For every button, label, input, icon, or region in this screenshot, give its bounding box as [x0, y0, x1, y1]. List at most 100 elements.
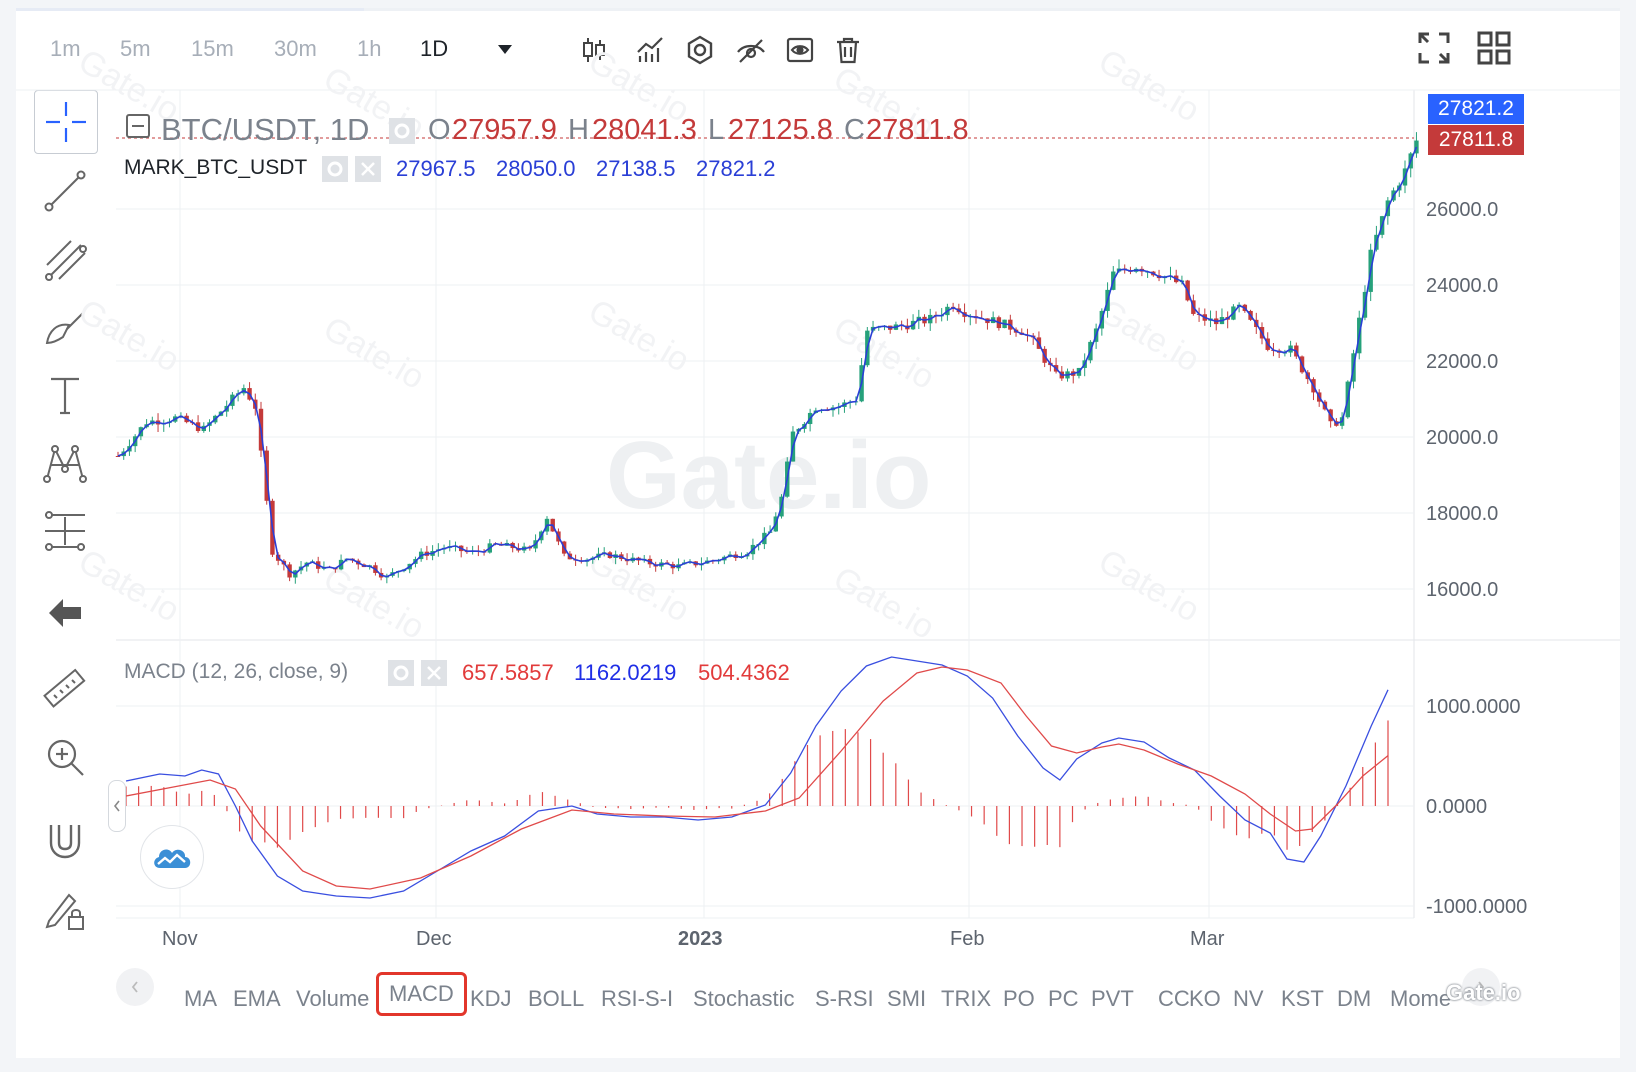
- indicator-smi[interactable]: SMI: [887, 986, 927, 1011]
- top-accent-bar: [16, 8, 364, 11]
- indicator-trix[interactable]: TRIX: [941, 986, 992, 1011]
- price-chart[interactable]: Gate.io Gate.io Gate.io Gate.io Gate.io Gate.…: [16, 8, 1620, 1058]
- mark-remove-button[interactable]: [355, 156, 381, 182]
- indicator-ma[interactable]: MA: [184, 986, 217, 1011]
- indicators-scroll-left[interactable]: [116, 968, 154, 1006]
- price-tick-label: 20000.0: [1426, 427, 1498, 449]
- lock-drawing-tool[interactable]: [34, 878, 96, 940]
- low-value: 27125.8: [728, 114, 833, 146]
- brush-icon: [45, 312, 84, 345]
- chart-app: 1m 5m 15m 30m 1h 1D: [16, 8, 1620, 1058]
- hide-drawings-icon[interactable]: [735, 34, 767, 66]
- indicator-stochastic[interactable]: Stochastic: [693, 986, 795, 1011]
- timeframe-15m[interactable]: 15m: [191, 36, 234, 61]
- lock-drawing-icon: [45, 893, 84, 930]
- close-value: 27811.8: [866, 114, 969, 146]
- macd-line: [125, 656, 1389, 899]
- timeframe-1m[interactable]: 1m: [50, 36, 81, 61]
- indicator-dm[interactable]: DM: [1337, 986, 1372, 1011]
- indicator-s-rsi[interactable]: S-RSI: [815, 986, 874, 1011]
- candle-type-icon[interactable]: [578, 34, 610, 66]
- indicator-pvt[interactable]: PVT: [1091, 986, 1134, 1011]
- back-tool[interactable]: [34, 582, 96, 644]
- mark-price-box: 27821.2: [1428, 94, 1524, 124]
- fullscreen-icon[interactable]: [1416, 30, 1452, 66]
- macd-settings-button[interactable]: [388, 660, 414, 686]
- candle-body: [1414, 140, 1419, 154]
- fib-channel-icon: [45, 240, 87, 281]
- timeframe-5m[interactable]: 5m: [120, 36, 151, 61]
- indicator-po[interactable]: PO: [1003, 986, 1035, 1011]
- indicator-rsi-s-i[interactable]: RSI-S-I: [601, 986, 674, 1011]
- text-tool[interactable]: [34, 364, 96, 426]
- eye-icon[interactable]: [784, 34, 816, 66]
- mark-settings-button[interactable]: [322, 156, 348, 182]
- measure-icon: [45, 511, 85, 551]
- mark-series-name: MARK_BTC_USDT: [124, 156, 308, 179]
- macd-tick-label: 1000.0000: [1426, 696, 1521, 718]
- trend-line-icon: [44, 170, 86, 212]
- symbol-title: BTC/USDT, 1D: [161, 112, 370, 147]
- candle-body: [115, 456, 121, 457]
- macd-axis: 1000.0000 0.0000 -1000.0000: [1426, 696, 1527, 918]
- zoom-tool[interactable]: [34, 726, 96, 788]
- tiled-watermark: Gate.io: [317, 309, 431, 397]
- indicator-boll[interactable]: BOLL: [528, 986, 585, 1011]
- time-axis: Nov Dec 2023 Feb Mar: [162, 928, 1225, 950]
- time-tick-label: Feb: [950, 928, 984, 950]
- close-icon: [361, 162, 375, 176]
- indicator-mome[interactable]: Mome: [1390, 986, 1452, 1011]
- tiled-watermark: Gate.io: [582, 292, 696, 380]
- pattern-icon: [43, 445, 87, 483]
- gear-icon: [394, 123, 410, 139]
- indicator-cc[interactable]: CC: [1158, 986, 1190, 1011]
- close-icon: [427, 666, 441, 680]
- ruler-icon: [43, 668, 86, 708]
- magnet-tool[interactable]: [34, 810, 96, 872]
- price-tick-label: 18000.0: [1426, 503, 1498, 525]
- low-label: L: [708, 114, 725, 146]
- symbol-settings-button[interactable]: [389, 118, 415, 144]
- mark-price-line: [117, 146, 1418, 578]
- indicator-macd[interactable]: MACD: [376, 972, 467, 1016]
- settings-hex-icon[interactable]: [684, 34, 716, 66]
- price-tick-label: 24000.0: [1426, 275, 1498, 297]
- pattern-tool[interactable]: [34, 432, 96, 494]
- chevron-left-icon: [113, 800, 120, 812]
- cloud-icon: [154, 849, 191, 868]
- corner-watermark: Gate.io: [1446, 980, 1521, 1005]
- layout-grid-icon[interactable]: [1476, 30, 1512, 66]
- indicator-volume[interactable]: Volume: [296, 986, 370, 1011]
- indicators-scroll-right[interactable]: [1462, 968, 1500, 1006]
- collapse-legend-icon[interactable]: [124, 112, 154, 142]
- timeframe-1h[interactable]: 1h: [357, 36, 382, 61]
- indicators-icon[interactable]: [634, 34, 666, 66]
- brush-tool[interactable]: [34, 296, 96, 358]
- indicator-pc[interactable]: PC: [1048, 986, 1079, 1011]
- indicator-kdj[interactable]: KDJ: [470, 986, 512, 1011]
- time-tick-label: Nov: [162, 928, 198, 950]
- macd-signal-line: [125, 666, 1389, 890]
- chart-grid: [16, 89, 1620, 919]
- open-label: O: [428, 114, 451, 146]
- timeframe-30m[interactable]: 30m: [274, 36, 317, 61]
- trend-line-tool[interactable]: [34, 160, 96, 222]
- measure-tool[interactable]: [34, 500, 96, 562]
- ruler-tool[interactable]: [34, 658, 96, 720]
- mark-low-value: 27138.5: [596, 156, 676, 181]
- cloud-sync-button[interactable]: [140, 825, 204, 889]
- indicator-nv[interactable]: NV: [1233, 986, 1264, 1011]
- trash-icon[interactable]: [832, 34, 864, 66]
- timeframe-1d[interactable]: 1D: [420, 36, 449, 61]
- top-toolbar: 1m 5m 15m 30m 1h 1D: [16, 8, 1620, 90]
- macd-hist-value: 657.5857: [462, 660, 554, 685]
- indicator-ema[interactable]: EMA: [233, 986, 281, 1011]
- indicator-kst[interactable]: KST: [1281, 986, 1324, 1011]
- fib-channel-tool[interactable]: [34, 228, 96, 290]
- collapse-toolbar-handle[interactable]: [108, 780, 126, 832]
- macd-remove-button[interactable]: [421, 660, 447, 686]
- indicator-ko[interactable]: KO: [1189, 986, 1221, 1011]
- mark-open-value: 27967.5: [396, 156, 476, 181]
- crosshair-icon: [46, 102, 86, 142]
- timeframe-dropdown-icon[interactable]: [494, 38, 516, 60]
